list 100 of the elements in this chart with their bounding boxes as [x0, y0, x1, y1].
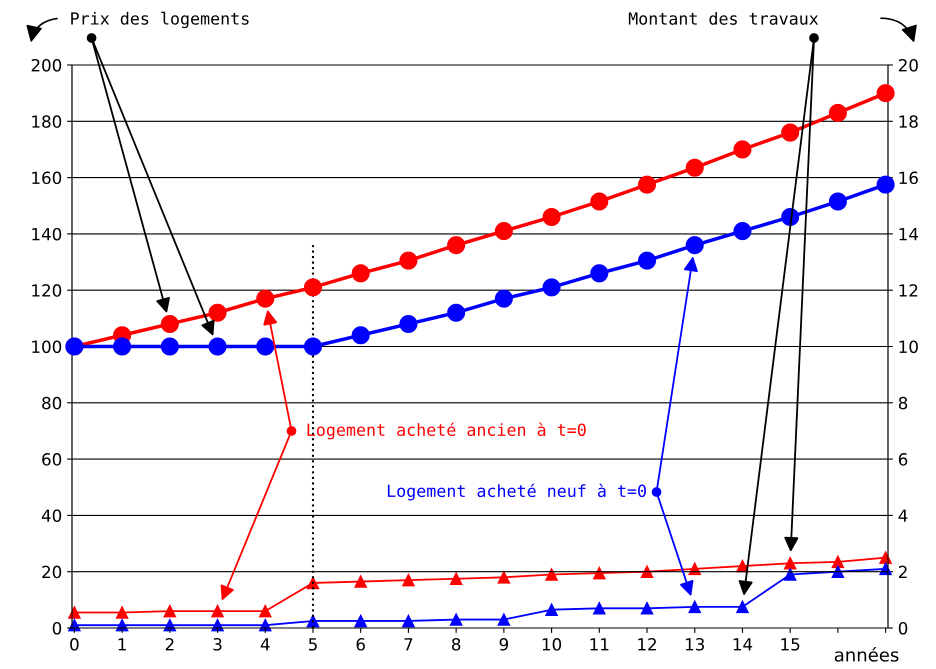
point [160, 314, 179, 334]
y2-tick-label: 18 [900, 115, 918, 128]
x-tick-label: 0 [70, 638, 79, 651]
point [498, 571, 510, 584]
point [164, 604, 176, 618]
point [450, 613, 462, 626]
point [450, 572, 462, 585]
point [733, 140, 752, 158]
point [876, 84, 895, 102]
x-tick-label: 9 [500, 638, 508, 651]
x-tick-label: 11 [590, 638, 608, 650]
point [638, 176, 656, 194]
annotation: Logement acheté ancien à t=0 [308, 422, 586, 440]
point [545, 603, 558, 616]
x-tick-label: 7 [404, 638, 412, 650]
point [828, 104, 847, 122]
point [211, 604, 224, 618]
point [542, 278, 561, 296]
point [68, 606, 81, 619]
point [399, 252, 418, 270]
point [399, 314, 418, 334]
y-tick-label: 100 [32, 340, 62, 354]
point [590, 264, 608, 282]
point [542, 208, 561, 226]
point [256, 337, 274, 356]
x-tick-label: 13 [686, 638, 704, 651]
point [640, 602, 654, 615]
point [354, 614, 367, 628]
x-tick-label: 3 [214, 638, 222, 651]
point [352, 326, 370, 344]
point [593, 602, 606, 615]
point [781, 124, 800, 142]
x-tick-label: 14 [734, 638, 752, 650]
point [164, 618, 176, 632]
point [593, 566, 606, 580]
point [208, 304, 227, 322]
y2-tick-label: 4 [898, 510, 908, 522]
point [784, 557, 796, 570]
point [736, 600, 749, 614]
y-tick-label: 20 [42, 566, 62, 578]
point [638, 252, 656, 270]
x-tick-label: 1 [118, 638, 126, 650]
point [447, 304, 466, 322]
point [211, 618, 224, 632]
point [447, 236, 466, 254]
point [879, 551, 892, 564]
point [402, 574, 415, 586]
point [304, 278, 322, 296]
x-tick-label: 12 [638, 638, 656, 650]
point [876, 176, 895, 194]
point [113, 337, 132, 356]
x-tick-label: 6 [356, 638, 365, 651]
point [828, 192, 847, 211]
point [259, 604, 272, 618]
x-tick-label: 15 [781, 638, 800, 651]
point [545, 568, 558, 581]
point [494, 222, 513, 240]
point [498, 613, 510, 626]
x-tick-label: 4 [260, 638, 270, 650]
y-tick-label: 80 [42, 396, 62, 410]
y2-tick-label: 2 [898, 566, 907, 578]
y2-tick-label: 16 [900, 172, 918, 184]
annotation: Logement acheté neuf à t=0 [388, 484, 646, 500]
x-tick-label: 5 [308, 638, 317, 651]
y-tick-label: 60 [42, 453, 62, 466]
y2-tick-label: 0 [898, 622, 908, 635]
x-tick-label: 2 [166, 638, 174, 650]
x-axis-title: années [834, 646, 898, 662]
point [160, 337, 179, 356]
point [116, 606, 128, 619]
y2-tick-label: 12 [900, 284, 918, 297]
point [686, 236, 704, 254]
y2-tick-label: 6 [898, 453, 908, 466]
point [640, 565, 654, 578]
y2-tick-label: 10 [900, 340, 918, 354]
point [784, 568, 796, 581]
text: Montant des travaux [628, 12, 818, 25]
y-tick-label: 200 [32, 58, 62, 72]
y-tick-label: 140 [32, 228, 62, 240]
y-tick-label: 40 [42, 509, 62, 522]
point [494, 290, 513, 308]
point [688, 600, 701, 614]
x-tick-label: 10 [542, 638, 562, 651]
point [304, 337, 322, 356]
point [733, 222, 752, 240]
point [832, 556, 844, 568]
point [256, 290, 274, 308]
y-tick-label: 120 [32, 284, 62, 297]
y2-tick-label: 14 [900, 228, 918, 240]
y2-tick-label: 8 [898, 396, 908, 410]
y2-tick-label: 20 [898, 58, 918, 72]
point [590, 192, 608, 211]
y-tick-label: 0 [52, 622, 62, 635]
point [354, 575, 367, 588]
y-tick-label: 160 [32, 172, 62, 184]
x-tick-label: 8 [452, 638, 460, 651]
text: Prix des logements [71, 12, 249, 28]
point [402, 614, 415, 628]
point [352, 264, 370, 282]
y-tick-label: 180 [32, 115, 62, 128]
